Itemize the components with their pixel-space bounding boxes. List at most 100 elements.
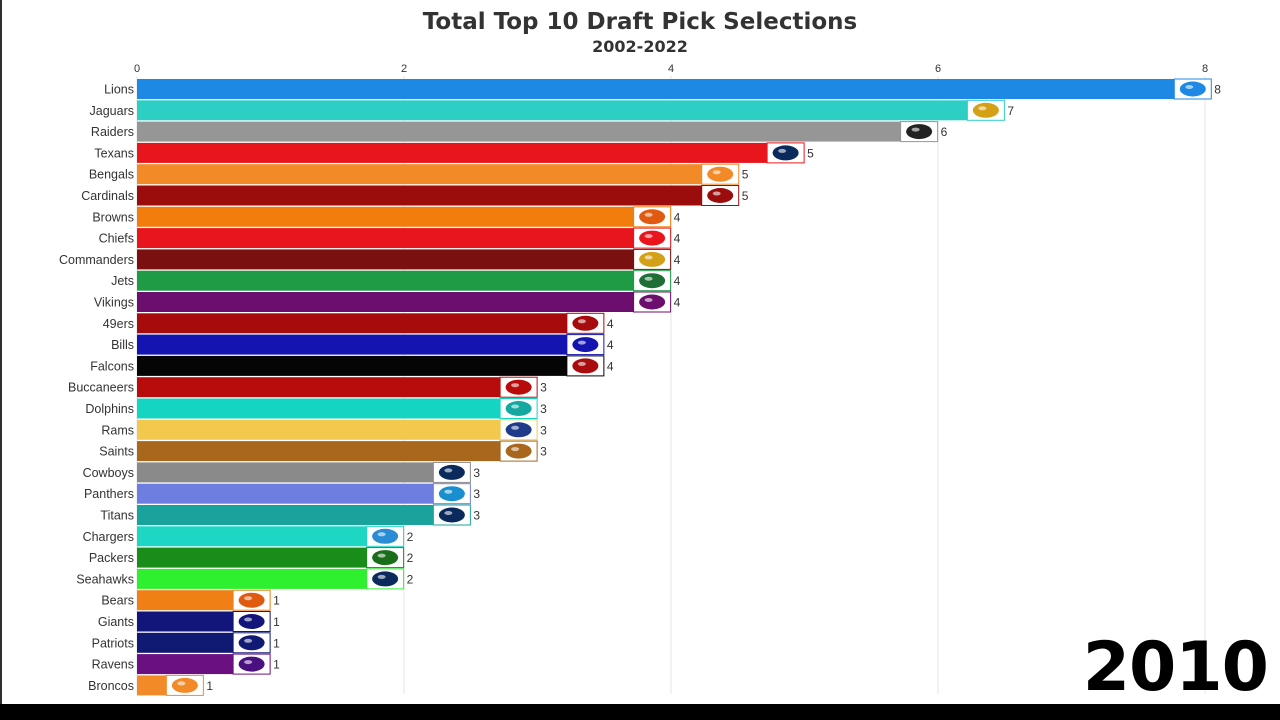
bar-group-raiders: Raiders 6	[91, 121, 948, 143]
cardinals-logo-icon	[701, 185, 740, 206]
chart-title: Total Top 10 Draft Pick Selections	[422, 9, 858, 35]
value-label: 1	[273, 615, 280, 629]
category-label: 49ers	[103, 317, 134, 331]
value-label: 1	[273, 658, 280, 672]
bar	[137, 377, 501, 398]
bar	[137, 79, 1175, 99]
value-label: 3	[540, 423, 547, 437]
bar-group-jets: Jets 4	[111, 270, 681, 292]
value-label: 5	[742, 168, 749, 182]
category-label: Falcons	[90, 359, 134, 373]
jets-logo-icon	[633, 270, 672, 292]
bar	[137, 441, 501, 462]
bar	[137, 483, 434, 504]
bar-group-broncos: Broncos 1	[88, 674, 213, 696]
category-label: Giants	[98, 615, 134, 629]
bar	[137, 185, 702, 206]
bar-group-giants: Giants 1	[98, 611, 280, 632]
lions-logo-icon	[1173, 78, 1212, 100]
value-label: 4	[607, 317, 614, 331]
category-label: Lions	[104, 83, 134, 97]
bills-logo-icon	[566, 334, 605, 356]
x-tick-label: 6	[935, 63, 941, 75]
bar	[137, 675, 167, 696]
value-label: 4	[674, 232, 681, 246]
bar	[137, 270, 634, 291]
x-axis-ticks: 0 2 4 6 8	[134, 63, 1208, 75]
cowboys-logo-icon	[432, 461, 471, 483]
category-label: Bears	[101, 594, 134, 608]
bar-group-dolphins: Dolphins 3	[85, 398, 547, 419]
bar-group-lions: Lions 8	[104, 78, 1221, 100]
category-label: Saints	[99, 445, 134, 459]
value-label: 3	[473, 466, 480, 480]
bar-group-texans: Texans 5	[94, 142, 814, 164]
bar-group-bears: Bears 1	[101, 589, 280, 611]
bar	[137, 121, 901, 142]
value-label: 5	[807, 146, 814, 160]
category-label: Texans	[94, 146, 134, 160]
bar-group-cardinals: Cardinals 5	[81, 185, 749, 206]
bengals-logo-icon	[701, 163, 740, 185]
category-label: Patriots	[92, 636, 134, 650]
bar	[137, 526, 367, 547]
category-label: Rams	[101, 423, 134, 437]
x-tick-label: 8	[1202, 63, 1208, 75]
bar-group-chiefs: Chiefs 4	[99, 227, 681, 249]
giants-logo-icon	[232, 611, 271, 632]
value-label: 3	[540, 381, 547, 395]
bar-group-cowboys: Cowboys 3	[83, 461, 480, 483]
chiefs-logo-icon	[633, 227, 672, 249]
value-label: 3	[540, 402, 547, 416]
category-label: Cardinals	[81, 189, 134, 203]
category-label: Vikings	[94, 296, 134, 310]
value-label: 1	[273, 594, 280, 608]
bar-group-ravens: Ravens 1	[92, 653, 280, 675]
commanders-logo-icon	[633, 248, 672, 270]
value-label: 5	[742, 189, 749, 203]
category-label: Titans	[100, 509, 134, 523]
bar-group-chargers: Chargers 2	[83, 525, 414, 547]
bar-group-commanders: Commanders 4	[59, 248, 681, 270]
category-label: Bengals	[89, 168, 134, 182]
value-label: 2	[407, 551, 414, 565]
year-counter: 2010	[1082, 628, 1269, 707]
value-label: 6	[941, 125, 948, 139]
bar	[137, 164, 702, 185]
bar-group-titans: Titans 3	[100, 504, 480, 526]
value-label: 1	[206, 679, 213, 693]
bar-group-bills: Bills 4	[111, 334, 614, 356]
value-label: 2	[407, 530, 414, 544]
broncos-logo-icon	[165, 674, 204, 696]
category-label: Cowboys	[83, 466, 134, 480]
bar	[137, 590, 234, 611]
value-label: 4	[674, 274, 681, 288]
value-label: 4	[674, 253, 681, 267]
bar-group-vikings: Vikings 4	[94, 291, 681, 313]
bar	[137, 334, 567, 355]
buccaneers-logo-icon	[499, 376, 538, 398]
category-label: Chiefs	[99, 232, 134, 246]
category-label: Broncos	[88, 679, 134, 693]
rams-logo-icon	[499, 419, 538, 441]
x-tick-label: 4	[668, 63, 674, 75]
category-label: Jets	[111, 274, 134, 288]
bar	[137, 505, 434, 525]
window-edge	[0, 0, 2, 720]
value-label: 3	[473, 487, 480, 501]
x-tick-label: 0	[134, 63, 140, 75]
bar-group-browns: Browns 4	[92, 206, 681, 228]
bar	[137, 632, 234, 653]
bar	[137, 206, 634, 227]
bar-group-packers: Packers 2	[89, 547, 414, 569]
value-label: 8	[1214, 83, 1221, 97]
category-label: Ravens	[92, 658, 134, 672]
bar-group-jaguars: Jaguars 7	[90, 99, 1014, 121]
texans-logo-icon	[766, 142, 805, 164]
category-label: Chargers	[83, 530, 134, 544]
bar	[137, 568, 367, 589]
bar	[137, 547, 367, 568]
category-label: Jaguars	[90, 104, 134, 118]
value-label: 4	[674, 296, 681, 310]
